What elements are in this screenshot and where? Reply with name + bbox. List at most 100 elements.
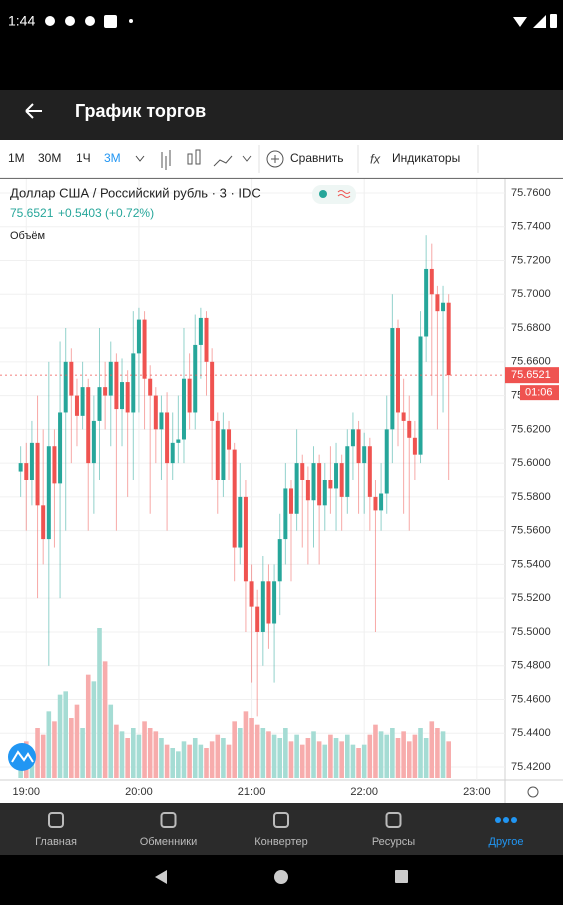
candle-body <box>114 361 119 410</box>
candle-body <box>305 480 310 501</box>
volume-bar <box>192 738 198 778</box>
nav-label[interactable]: Обменники <box>140 836 198 848</box>
status-time: 1:44 <box>8 13 35 29</box>
sys-home[interactable] <box>274 870 288 884</box>
candle-body <box>69 361 74 396</box>
candle-body <box>103 387 108 396</box>
indicators-button[interactable]: Индикаторы <box>392 151 460 165</box>
candle-body <box>52 446 57 484</box>
last-price-tag-text: 75.6521 <box>511 369 551 381</box>
nav-icon <box>495 817 501 823</box>
x-tick-label: 23:00 <box>463 786 491 798</box>
compare-icon[interactable] <box>266 150 284 168</box>
volume-bar <box>97 628 102 778</box>
candle-body <box>91 420 96 464</box>
candle-body <box>334 463 339 489</box>
candle-body <box>170 442 175 464</box>
nav-label[interactable]: Ресурсы <box>372 836 415 848</box>
y-tick-label: 75.4200 <box>511 761 551 773</box>
y-tick-label: 75.7200 <box>511 254 551 266</box>
candle-body <box>176 439 181 443</box>
volume-bar <box>418 728 423 778</box>
volume-bar <box>170 748 176 778</box>
candle-body <box>322 480 327 506</box>
y-tick-label: 75.4800 <box>511 660 551 672</box>
candle-body <box>35 442 40 506</box>
candle-body <box>148 378 153 396</box>
candle-body <box>418 336 423 455</box>
volume-bar <box>406 741 412 778</box>
interval-button[interactable]: 1Ч <box>76 151 91 165</box>
back-button[interactable] <box>25 103 42 119</box>
volume-bar <box>164 744 170 778</box>
candle-body <box>204 317 209 362</box>
interval-button[interactable]: 30М <box>38 151 61 165</box>
volume-bar <box>271 734 277 778</box>
volume-bar <box>361 744 367 778</box>
volume-bar <box>423 738 429 778</box>
volume-bar <box>305 738 311 778</box>
candle-body <box>283 488 288 540</box>
price-tags: 75.6521 01:06 <box>0 367 559 401</box>
volume-bar <box>412 734 418 778</box>
market-dot <box>319 190 327 198</box>
volume-bar <box>260 728 266 778</box>
candle-body <box>46 446 51 540</box>
y-tick-label: 75.5200 <box>511 592 551 604</box>
volume-bar <box>277 738 283 778</box>
y-tick-label: 75.5800 <box>511 491 551 503</box>
candle-body <box>221 429 226 480</box>
volume-bar <box>136 734 142 778</box>
nav-icon <box>273 812 289 828</box>
interval-button[interactable]: 1М <box>8 151 25 165</box>
candle-body <box>249 581 254 607</box>
volume-bar <box>367 734 373 778</box>
candle-body <box>277 539 282 582</box>
nav-label[interactable]: Главная <box>35 836 77 848</box>
y-tick-label: 75.7000 <box>511 288 551 300</box>
y-tick-label: 75.6600 <box>511 356 551 368</box>
volume-bar <box>328 734 333 778</box>
candle-body <box>243 496 248 582</box>
candle-body <box>74 395 79 416</box>
candle-body <box>227 429 232 450</box>
status-area <box>0 0 563 90</box>
countdown-text: 01:06 <box>525 387 553 399</box>
volume-bar <box>204 748 209 778</box>
nav-icon <box>503 817 509 823</box>
volume-bar <box>147 728 153 778</box>
bottom-nav <box>0 803 563 855</box>
candle-body <box>18 463 23 472</box>
volume-bar <box>130 728 136 778</box>
candle-body <box>384 429 389 494</box>
nav-label[interactable]: Конвертер <box>254 836 307 848</box>
volume-bar <box>52 721 57 778</box>
volume-bar <box>350 744 356 778</box>
status-pill <box>312 185 356 204</box>
compare-button[interactable]: Сравнить <box>290 151 343 165</box>
sys-back[interactable] <box>155 870 167 884</box>
volume-bar <box>378 731 384 778</box>
volume-bar <box>198 744 204 778</box>
volume-bar <box>316 741 322 778</box>
volume-bar <box>46 711 52 778</box>
candle-body <box>266 581 271 624</box>
candle-body <box>424 268 429 337</box>
volume-bar <box>176 751 181 778</box>
volume-bar <box>395 738 401 778</box>
candle-body <box>379 493 384 511</box>
volume-bar <box>266 731 271 778</box>
sys-recents[interactable] <box>395 870 408 883</box>
volume-bar <box>85 674 91 778</box>
y-tick-label: 75.5600 <box>511 525 551 537</box>
settings-icon[interactable] <box>527 786 539 798</box>
last-price-tag <box>505 367 559 384</box>
interval-button[interactable]: 3М <box>104 151 121 165</box>
nav-label[interactable]: Другое <box>489 836 524 848</box>
interval-dropdown[interactable] <box>135 155 145 162</box>
candle-body <box>198 317 203 345</box>
candle-body <box>300 463 305 480</box>
chart-type-icons[interactable] <box>161 149 252 170</box>
y-tick-label: 75.6000 <box>511 457 551 469</box>
